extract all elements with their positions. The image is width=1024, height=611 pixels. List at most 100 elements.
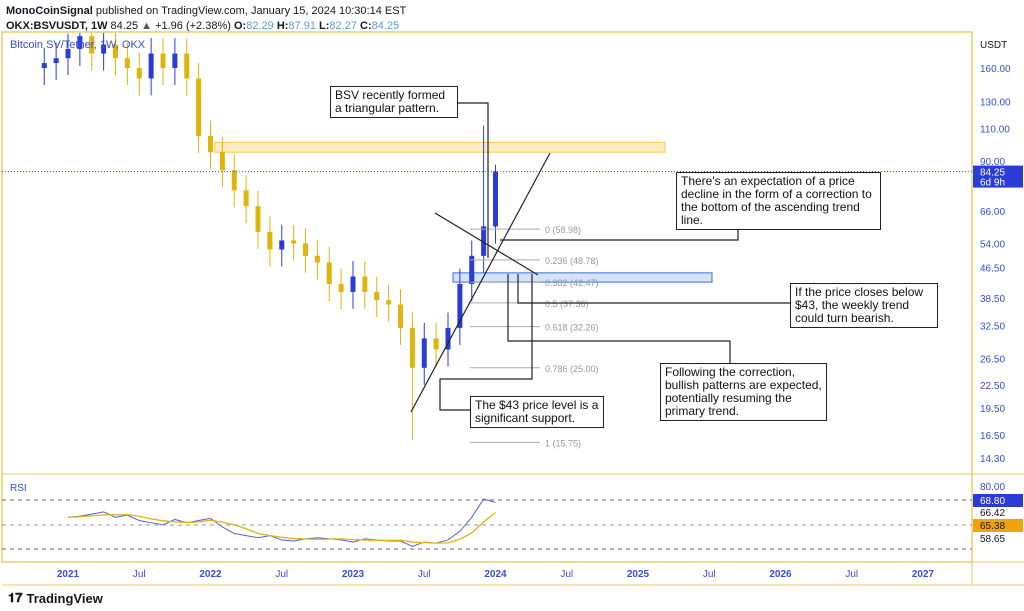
time-axis-tick: 2026 xyxy=(769,569,792,580)
currency-label[interactable]: USDT xyxy=(980,40,1007,51)
candle-body xyxy=(481,226,487,256)
low-value: 82.27 xyxy=(329,20,357,32)
fib-level-label: 0.786 (25.00) xyxy=(545,364,599,374)
annotation-bearish[interactable]: If the price closes below $43, the weekl… xyxy=(790,283,938,328)
candle-body xyxy=(338,284,344,292)
price-axis-tick: 110.00 xyxy=(980,125,1010,136)
candle-body xyxy=(350,276,356,292)
price-axis-tick: 160.00 xyxy=(980,64,1011,75)
published-info: published on TradingView.com, January 15… xyxy=(95,5,407,17)
candle-body xyxy=(172,53,178,68)
candle-body xyxy=(409,327,415,368)
rsi-value-tag xyxy=(973,494,1023,507)
author[interactable]: MonoCoinSignal xyxy=(6,5,93,17)
callout-connector-3 xyxy=(517,274,790,304)
candle-body xyxy=(433,338,439,350)
candle-body xyxy=(136,68,142,79)
open-value: 82.29 xyxy=(246,20,274,32)
brand-name: TradingView xyxy=(26,590,103,606)
candle-body xyxy=(445,327,451,350)
fib-level-label: 0.618 (32.26) xyxy=(545,323,599,333)
annotation-support[interactable]: The $43 price level is a significant sup… xyxy=(470,396,604,428)
annotation-bullish[interactable]: Following the correction, bullish patter… xyxy=(660,363,827,421)
last-price-tag xyxy=(973,165,1023,188)
candle-body xyxy=(196,78,202,137)
candle-body xyxy=(469,255,475,285)
time-axis-tick: 2025 xyxy=(627,569,650,580)
price-axis-tick: 54.00 xyxy=(980,239,1005,250)
high-label: H: xyxy=(276,20,289,32)
candle-body xyxy=(303,243,308,256)
fib-level-label: 1 (15.75) xyxy=(545,438,581,448)
price-axis-tick: 32.50 xyxy=(980,321,1005,332)
rsi-ma-value: 65.38 xyxy=(980,521,1005,532)
fib-level-label: 0 (58.98) xyxy=(545,225,581,235)
change: +1.96 (+2.38%) xyxy=(155,20,231,32)
candle-body xyxy=(208,136,213,153)
time-axis-tick: Jul xyxy=(418,569,431,580)
price: 84.25 xyxy=(110,20,139,32)
candle-body xyxy=(148,53,154,79)
candle-body xyxy=(53,58,59,64)
price-axis-tick: 46.50 xyxy=(980,264,1005,275)
candle-body xyxy=(219,152,225,171)
callout-connector-4 xyxy=(507,274,731,363)
fib-level-label: 0.5 (37.36) xyxy=(545,299,589,309)
rsi-value: 68.80 xyxy=(980,496,1005,507)
annotation-correction[interactable]: There's an expectation of a price declin… xyxy=(676,172,881,230)
callout-connector-5 xyxy=(439,274,533,411)
chart-header: MonoCoinSignal published on TradingView.… xyxy=(6,4,406,34)
legend-title[interactable]: Bitcoin SV/Tether, 1W, OKX xyxy=(10,39,146,51)
candle-body xyxy=(255,206,261,232)
rsi-ma-tag xyxy=(973,519,1023,532)
candle-body xyxy=(421,338,427,368)
candle-body xyxy=(326,262,332,285)
resistance-zone xyxy=(214,141,666,153)
time-axis-tick: Jul xyxy=(560,569,573,580)
time-axis-tick: Jul xyxy=(133,569,146,580)
tradingview-logo-icon: 𝟏𝟕 xyxy=(8,590,23,605)
high-value: 87.91 xyxy=(288,20,316,32)
price-axis-tick: 22.50 xyxy=(980,381,1005,392)
candle-body xyxy=(291,240,297,244)
tradingview-logo[interactable]: 𝟏𝟕 TradingView xyxy=(8,590,103,606)
time-axis-tick: Jul xyxy=(703,569,716,580)
candle-body xyxy=(314,255,320,263)
open-label: O: xyxy=(233,20,247,32)
time-axis-tick: 2023 xyxy=(342,569,365,580)
candle-body xyxy=(374,291,380,301)
price-axis-tick: 19.50 xyxy=(980,404,1005,415)
rsi-ma-line xyxy=(67,512,496,544)
rsi-tick: 80.00 xyxy=(980,482,1005,493)
descending-trendline[interactable] xyxy=(434,212,539,276)
time-axis-tick: 2027 xyxy=(912,569,935,580)
last-price-value: 84.25 xyxy=(980,168,1005,179)
symbol[interactable]: OKX:BSVUSDT, 1W xyxy=(6,20,108,32)
price-axis-tick: 26.50 xyxy=(980,354,1005,365)
rsi-line xyxy=(67,498,496,547)
candle-body xyxy=(77,36,83,49)
price-axis-tick: 66.00 xyxy=(980,207,1005,218)
ascending-trendline[interactable] xyxy=(410,152,551,413)
annotation-triangle[interactable]: BSV recently formed a triangular pattern… xyxy=(330,86,458,118)
close-value: 84.25 xyxy=(371,20,400,32)
price-axis-tick: 130.00 xyxy=(980,98,1011,109)
support-zone xyxy=(452,272,713,283)
candle-body xyxy=(124,58,130,68)
close-label: C: xyxy=(360,20,372,32)
candle-body xyxy=(65,48,71,59)
price-axis-tick: 16.50 xyxy=(980,431,1005,442)
up-arrow-icon: ▲ xyxy=(141,20,153,32)
fib-level-label: 0.236 (48.78) xyxy=(545,256,599,266)
candle-body xyxy=(457,284,463,328)
candle-body xyxy=(41,63,47,68)
time-axis-tick: Jul xyxy=(845,569,858,580)
candle-body xyxy=(113,44,118,59)
candle-body xyxy=(398,304,403,328)
candle-body xyxy=(279,240,285,250)
candle-body xyxy=(231,170,237,191)
price-axis-tick: 38.50 xyxy=(980,294,1005,305)
rsi-label[interactable]: RSI xyxy=(10,483,27,494)
fib-level-label: 0.382 (42.47) xyxy=(545,278,599,288)
